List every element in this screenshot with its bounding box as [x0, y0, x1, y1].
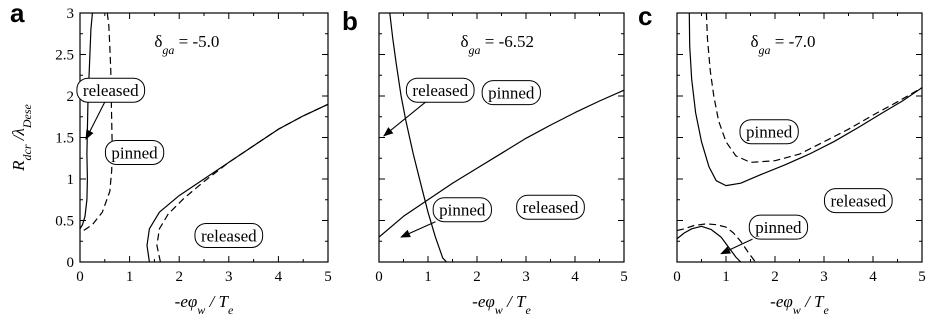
- panel-letter: c: [638, 1, 652, 31]
- region-label: released: [516, 194, 585, 220]
- x-tick-label: 0: [673, 269, 681, 285]
- y-tick-label: 1.5: [55, 131, 74, 147]
- panel-letter: b: [342, 6, 358, 36]
- region-label: pinned: [481, 80, 541, 106]
- region-label-box: [432, 197, 492, 223]
- y-tick-label: 2.5: [55, 48, 74, 64]
- region-label-text: pinned: [746, 123, 793, 142]
- series-solid-line: [379, 89, 624, 238]
- x-tick-label: 4: [275, 269, 283, 285]
- y-tick-label: 0.5: [55, 214, 74, 230]
- region-label-text: released: [201, 226, 257, 245]
- region-label-text: pinned: [111, 143, 158, 162]
- pointer-arrow: [400, 221, 436, 238]
- panel-b: b 0 1 2 3 4 5 -eφw / Te δga = -6.52 released pinne…: [342, 6, 628, 317]
- series-solid-line: [389, 13, 448, 262]
- delta-annotation: δga = -7.0: [751, 32, 816, 57]
- region-label-box: [104, 139, 165, 165]
- series-dashed-line: [80, 13, 113, 234]
- region-label-text: pinned: [439, 201, 486, 220]
- x-tick-label: 4: [869, 269, 877, 285]
- x-tick-label: 2: [473, 269, 481, 285]
- y-tick-label: 1: [67, 172, 75, 188]
- pointer-arrow: [720, 238, 753, 255]
- region-label: pinned: [720, 214, 809, 255]
- x-tick-label: 1: [126, 269, 134, 285]
- x-tick-label: 2: [175, 269, 183, 285]
- pointer-arrow: [85, 101, 106, 141]
- x-tick-label: 1: [722, 269, 730, 285]
- panel-a: a 0 1 2 3 4 5 0 0.5 1 1.5 2 2.5 3 -eφw / Te Rdcr /λDese…: [9, 0, 332, 317]
- region-label-box: [405, 77, 475, 103]
- region-label: released: [76, 77, 146, 141]
- region-label-box: [76, 77, 146, 103]
- panel-c: c 0 1 2 3 4 5 -eφw / Te δga = -7.0 pinned released…: [638, 1, 926, 317]
- delta-annotation: δga = -6.52: [461, 32, 535, 57]
- region-label-text: pinned: [755, 218, 802, 237]
- region-label-box: [823, 188, 893, 214]
- x-tick-label: 0: [76, 269, 84, 285]
- x-axis-label: -eφw / Te: [472, 292, 531, 317]
- x-tick-label: 2: [771, 269, 779, 285]
- x-axis-label: -eφw / Te: [175, 292, 234, 317]
- delta-annotation: δga = -5.0: [154, 32, 219, 57]
- x-tick-label: 5: [324, 269, 332, 285]
- region-label-text: released: [830, 192, 886, 211]
- region-label-box: [748, 214, 809, 240]
- x-tick-label: 0: [375, 269, 383, 285]
- x-tick-label: 4: [571, 269, 579, 285]
- region-label-box: [194, 222, 264, 248]
- series-solid-line: [677, 225, 742, 262]
- region-label: released: [383, 77, 475, 137]
- region-label-box: [481, 80, 541, 106]
- x-tick-label: 5: [620, 269, 628, 285]
- region-label-text: released: [412, 81, 468, 100]
- y-tick-label: 2: [67, 89, 75, 105]
- region-label-box: [739, 119, 799, 145]
- y-tick-label: 3: [67, 6, 75, 22]
- x-tick-label: 5: [918, 269, 926, 285]
- y-tick-label: 0: [67, 255, 75, 271]
- y-axis-label: Rdcr /λDese: [9, 103, 34, 171]
- region-label: released: [823, 188, 893, 214]
- panel-letter: a: [10, 0, 25, 28]
- series-dashed-line: [677, 223, 756, 262]
- region-label: pinned: [739, 119, 799, 145]
- region-label-box: [516, 194, 585, 220]
- series-dashed-line: [156, 103, 328, 262]
- x-tick-label: 1: [424, 269, 432, 285]
- x-tick-label: 3: [225, 269, 233, 285]
- series-solid-line: [80, 13, 93, 230]
- x-axis-label: -eφw / Te: [770, 292, 829, 317]
- region-label: pinned: [104, 139, 165, 165]
- x-tick-label: 3: [820, 269, 828, 285]
- region-label: released: [194, 222, 264, 248]
- series-dashed-line: [705, 13, 922, 163]
- region-label-text: released: [83, 81, 139, 100]
- series-solid-line: [688, 13, 922, 187]
- pointer-arrow: [383, 101, 426, 137]
- region-label-text: pinned: [488, 84, 535, 103]
- region-label: pinned: [400, 197, 492, 238]
- x-tick-label: 3: [522, 269, 530, 285]
- region-label-text: released: [523, 198, 579, 217]
